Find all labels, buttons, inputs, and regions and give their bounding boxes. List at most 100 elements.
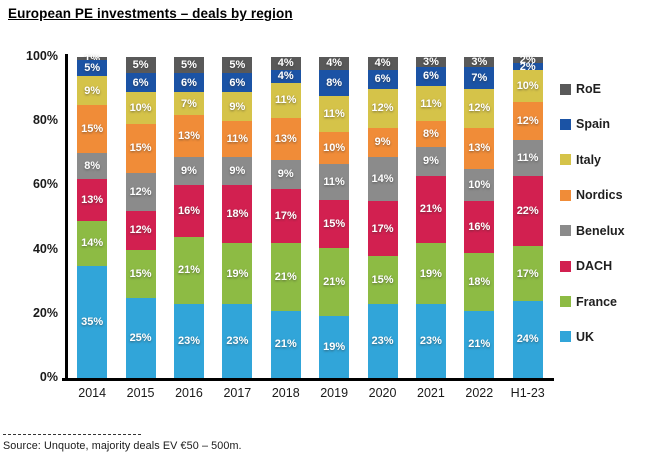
segment-Italy-2015[interactable]: 10% — [125, 92, 156, 125]
segment-Benelux-2016[interactable]: 9% — [173, 156, 204, 186]
segment-Benelux-2017[interactable]: 9% — [222, 156, 253, 186]
segment-Benelux-2021[interactable]: 9% — [415, 146, 446, 176]
segment-UK-H1-23[interactable]: 24% — [512, 300, 543, 378]
segment-Italy-2021[interactable]: 11% — [415, 85, 446, 122]
legend-item-RoE[interactable]: RoE — [560, 82, 625, 96]
segment-Spain-2015[interactable]: 6% — [125, 73, 156, 93]
segment-DACH-2022[interactable]: 16% — [464, 201, 495, 253]
legend-item-Nordics[interactable]: Nordics — [560, 188, 625, 202]
segment-DACH-2017[interactable]: 18% — [222, 185, 253, 244]
segment-France-H1-23[interactable]: 17% — [512, 246, 543, 301]
segment-Nordics-2019[interactable]: 10% — [319, 131, 350, 164]
bar-2015[interactable]: 25% 15% 12% 12% 15% 10% 6% 5% — [125, 57, 156, 378]
segment-Benelux-2014[interactable]: 8% — [77, 153, 108, 179]
segment-UK-2016[interactable]: 23% — [173, 304, 204, 378]
bar-2021[interactable]: 23% 19% 21% 9% 8% 11% 6% 3% — [415, 56, 446, 378]
segment-RoE-2019[interactable]: 4% — [319, 56, 350, 70]
segment-Nordics-2022[interactable]: 13% — [464, 127, 495, 170]
bar-2018[interactable]: 21% 21% 17% 9% 13% 11% 4% 4% — [270, 57, 301, 378]
legend-item-Spain[interactable]: Spain — [560, 117, 625, 131]
segment-DACH-2014[interactable]: 13% — [77, 178, 108, 221]
segment-UK-2020[interactable]: 23% — [367, 304, 398, 378]
segment-France-2017[interactable]: 19% — [222, 243, 253, 305]
segment-DACH-H1-23[interactable]: 22% — [512, 175, 543, 247]
segment-UK-2021[interactable]: 23% — [415, 304, 446, 378]
segment-RoE-2020[interactable]: 4% — [367, 57, 398, 70]
bar-H1-23[interactable]: 24% 17% 22% 11% 12% 10% 2% 2% — [512, 55, 543, 378]
bar-2020[interactable]: 23% 15% 17% 14% 9% 12% 6% 4% — [367, 57, 398, 378]
segment-Italy-2020[interactable]: 12% — [367, 89, 398, 128]
segment-RoE-2016[interactable]: 5% — [173, 57, 204, 74]
segment-RoE-2017[interactable]: 5% — [222, 57, 253, 74]
segment-Benelux-2018[interactable]: 9% — [270, 159, 301, 189]
segment-Spain-2016[interactable]: 6% — [173, 73, 204, 93]
segment-Nordics-2017[interactable]: 11% — [222, 121, 253, 157]
x-tick-label-2018: 2018 — [271, 386, 300, 400]
legend-item-Italy[interactable]: Italy — [560, 153, 625, 167]
legend-item-France[interactable]: France — [560, 295, 625, 309]
segment-Nordics-2020[interactable]: 9% — [367, 127, 398, 157]
bar-2014[interactable]: 35% 14% 13% 8% 15% 9% 5% 1% — [77, 53, 108, 378]
segment-France-2022[interactable]: 18% — [464, 252, 495, 311]
segment-RoE-2014[interactable]: 1% — [77, 53, 108, 64]
segment-DACH-2018[interactable]: 17% — [270, 188, 301, 244]
segment-UK-2014[interactable]: 35% — [77, 265, 108, 378]
segment-Nordics-H1-23[interactable]: 12% — [512, 101, 543, 141]
legend-item-UK[interactable]: UK — [560, 330, 625, 344]
segment-Spain-2021[interactable]: 6% — [415, 66, 446, 86]
segment-DACH-2019[interactable]: 15% — [319, 199, 350, 249]
segment-RoE-2022[interactable]: 3% — [464, 56, 495, 67]
segment-France-2015[interactable]: 15% — [125, 249, 156, 298]
segment-Spain-2020[interactable]: 6% — [367, 69, 398, 90]
segment-Italy-2022[interactable]: 12% — [464, 89, 495, 128]
segment-Nordics-2014[interactable]: 15% — [77, 105, 108, 154]
segment-UK-2022[interactable]: 21% — [464, 310, 495, 378]
segment-Benelux-2015[interactable]: 12% — [125, 172, 156, 212]
bar-2022[interactable]: 21% 18% 16% 10% 13% 12% 7% 3% — [464, 56, 495, 378]
segment-Nordics-2016[interactable]: 13% — [173, 114, 204, 157]
segment-UK-2019[interactable]: 19% — [319, 316, 350, 378]
segment-France-2018[interactable]: 21% — [270, 243, 301, 311]
segment-UK-2018[interactable]: 21% — [270, 310, 301, 378]
segment-Benelux-2020[interactable]: 14% — [367, 156, 398, 202]
segment-UK-2015[interactable]: 25% — [125, 297, 156, 378]
segment-DACH-2015[interactable]: 12% — [125, 211, 156, 250]
bar-2016[interactable]: 23% 21% 16% 9% 13% 7% 6% 5% — [173, 57, 204, 378]
segment-Benelux-H1-23[interactable]: 11% — [512, 140, 543, 176]
segment-RoE-2018[interactable]: 4% — [270, 57, 301, 70]
segment-Spain-H1-23[interactable]: 2% — [512, 61, 543, 72]
segment-Italy-2018[interactable]: 11% — [270, 82, 301, 118]
segment-RoE-2021[interactable]: 3% — [415, 56, 446, 67]
segment-France-2020[interactable]: 15% — [367, 256, 398, 305]
segment-France-2021[interactable]: 19% — [415, 243, 446, 305]
segment-DACH-2016[interactable]: 16% — [173, 185, 204, 237]
segment-France-2016[interactable]: 21% — [173, 236, 204, 305]
bar-2019[interactable]: 19% 21% 15% 11% 10% 11% 8% 4% — [319, 56, 350, 378]
segment-Spain-2022[interactable]: 7% — [464, 66, 495, 90]
segment-Spain-2019[interactable]: 8% — [319, 69, 350, 96]
legend-item-DACH[interactable]: DACH — [560, 259, 625, 273]
segment-Spain-2018[interactable]: 4% — [270, 69, 301, 83]
segment-France-2014[interactable]: 14% — [77, 220, 108, 266]
segment-Benelux-2019[interactable]: 11% — [319, 163, 350, 200]
segment-France-2019[interactable]: 21% — [319, 248, 350, 317]
segment-Nordics-2021[interactable]: 8% — [415, 121, 446, 147]
segment-Nordics-2015[interactable]: 15% — [125, 124, 156, 173]
segment-UK-2017[interactable]: 23% — [222, 304, 253, 378]
segment-RoE-2015[interactable]: 5% — [125, 57, 156, 74]
segment-RoE-H1-23[interactable]: 2% — [512, 55, 543, 66]
segment-DACH-2021[interactable]: 21% — [415, 175, 446, 244]
bar-2017[interactable]: 23% 19% 18% 9% 11% 9% 6% 5% — [222, 57, 253, 378]
segment-Italy-H1-23[interactable]: 10% — [512, 69, 543, 102]
segment-Italy-2019[interactable]: 11% — [319, 95, 350, 132]
legend-item-Benelux[interactable]: Benelux — [560, 224, 625, 238]
segment-Nordics-2018[interactable]: 13% — [270, 118, 301, 160]
segment-Italy-2016[interactable]: 7% — [173, 92, 204, 115]
segment-Spain-2017[interactable]: 6% — [222, 73, 253, 93]
y-tick-label: 80% — [32, 113, 58, 128]
segment-Benelux-2022[interactable]: 10% — [464, 169, 495, 202]
segment-DACH-2020[interactable]: 17% — [367, 201, 398, 257]
segment-Spain-2014[interactable]: 5% — [77, 60, 108, 77]
segment-Italy-2017[interactable]: 9% — [222, 92, 253, 122]
segment-Italy-2014[interactable]: 9% — [77, 76, 108, 106]
